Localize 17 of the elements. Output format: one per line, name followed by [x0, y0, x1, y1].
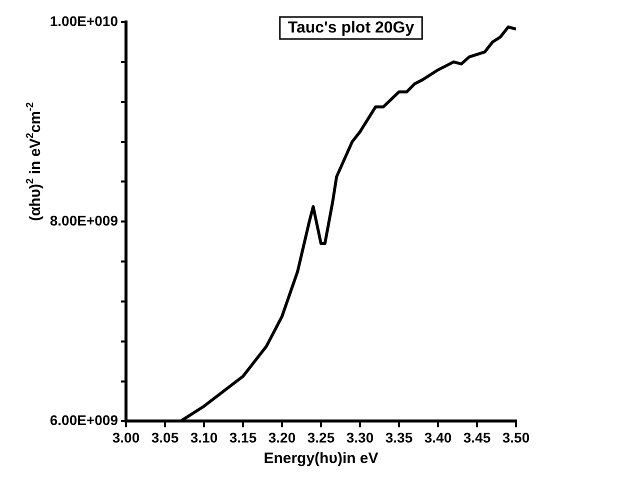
x-tick-label: 3.25 [307, 429, 335, 446]
y-axis-title: (αhυ)2 in eV2cm-2 [24, 102, 44, 222]
x-axis-title: Energy(hυ)in eV [264, 450, 378, 468]
chart-title: Tauc's plot 20Gy [288, 19, 414, 36]
x-tick-label: 3.30 [346, 429, 374, 446]
x-tick-label: 3.15 [229, 429, 257, 446]
x-tick-label: 3.05 [151, 429, 179, 446]
x-tick-label: 3.00 [112, 429, 140, 446]
y-tick-label: 6.00E+009 [50, 412, 118, 428]
x-tick-label: 3.20 [268, 429, 296, 446]
x-tick-label: 3.45 [463, 429, 491, 446]
y-tick-label: 1.00E+010 [50, 12, 118, 29]
x-tick-label: 3.40 [424, 429, 452, 446]
x-tick-label: 3.10 [190, 429, 218, 446]
y-tick-label: 8.00E+009 [50, 212, 118, 228]
x-tick-label: 3.35 [385, 429, 413, 446]
x-tick-label: 3.50 [502, 429, 530, 446]
